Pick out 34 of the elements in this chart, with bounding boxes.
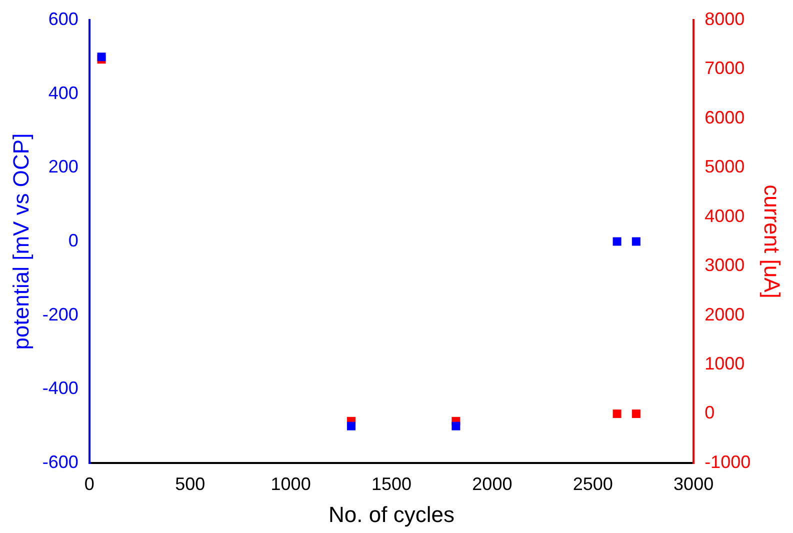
point [612,237,622,246]
point [632,410,640,418]
x-tick-label: 500 [175,474,206,494]
x-tick-label: 2000 [472,474,512,494]
y2-tick-label: 8000 [704,8,745,29]
y2-tick-label: 2000 [704,304,745,324]
point [632,237,640,246]
y-tick-label: -600 [42,452,78,472]
point [452,422,460,430]
y-tick-label: 200 [48,156,78,177]
point [97,52,106,62]
y2-tick-label: 7000 [704,58,745,78]
y2-tick-label: 4000 [704,206,745,226]
y-tick-label: -400 [42,378,78,398]
y2-tick-label: 5000 [704,156,745,177]
x-tick-label: 1000 [270,474,311,494]
y2-axis-title: current [uA] [760,184,785,298]
x-tick-label: 3000 [674,474,714,494]
y2-tick-label: -1000 [704,452,751,472]
x-tick-label: 0 [84,474,94,494]
y-axis-title: potential [mV vs OCP] [8,133,34,350]
point [612,410,622,418]
y2-tick-label: 1000 [704,354,745,374]
y2-tick-label: 3000 [704,255,745,276]
y2-tick-label: 0 [704,402,715,423]
x-axis-title: No. of cycles [328,502,454,527]
y-tick-label: 400 [48,82,78,103]
point [346,422,356,430]
x-tick-label: 1500 [371,474,412,494]
y-tick-label: 0 [68,230,78,250]
y-tick-label: 600 [48,8,78,29]
y-tick-label: -200 [42,304,78,324]
x-tick-label: 2500 [572,474,613,494]
y2-tick-label: 6000 [704,107,745,128]
